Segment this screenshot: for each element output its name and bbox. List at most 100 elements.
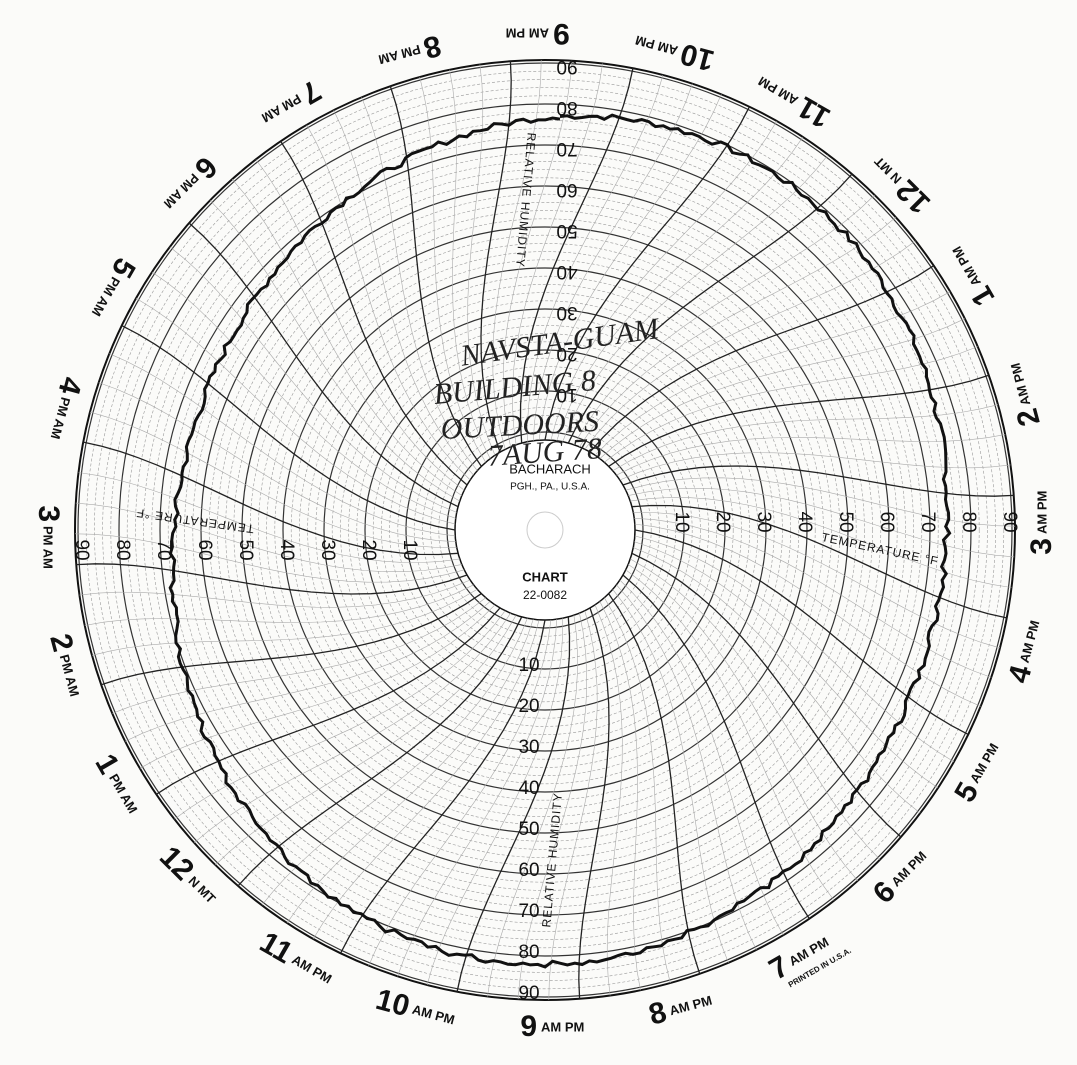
time-line xyxy=(594,291,951,456)
ring xyxy=(340,325,750,735)
time-line xyxy=(578,607,610,999)
ring xyxy=(315,300,775,760)
temperature-label: 40 xyxy=(276,539,297,560)
grid xyxy=(74,59,1016,1001)
time-line xyxy=(280,141,468,486)
time-line xyxy=(608,593,701,974)
ring xyxy=(126,111,964,949)
time-line xyxy=(622,465,1014,497)
ring xyxy=(438,423,652,637)
ring xyxy=(282,267,808,793)
time-line xyxy=(627,564,859,881)
humidity-label: 20 xyxy=(556,343,577,364)
time-line xyxy=(169,246,457,513)
time-line xyxy=(538,94,722,441)
temperature-label: 50 xyxy=(835,511,856,532)
time-line xyxy=(634,529,969,735)
ring xyxy=(446,431,644,629)
temperature-label: 30 xyxy=(317,539,338,560)
ink-trace xyxy=(168,113,952,969)
time-line xyxy=(78,472,460,563)
temperature-label: 90 xyxy=(999,511,1020,532)
temperature-label: 80 xyxy=(958,511,979,532)
time-line xyxy=(340,619,546,954)
ring xyxy=(381,366,709,694)
ring xyxy=(110,95,980,965)
hour-label: 3 PM AM xyxy=(32,505,65,569)
time-line xyxy=(419,76,486,463)
hour-number: 9 xyxy=(520,1010,537,1043)
temperature-label: 80 xyxy=(112,539,133,560)
time-line xyxy=(599,318,965,459)
ring xyxy=(331,316,759,744)
ring xyxy=(348,333,742,727)
ring xyxy=(364,349,726,711)
humidity-label: 80 xyxy=(556,97,577,118)
time-line xyxy=(91,589,478,656)
time-line xyxy=(604,346,978,463)
hour-period: PM AM xyxy=(41,526,56,569)
time-line xyxy=(151,271,456,519)
ring xyxy=(241,226,849,834)
chart-label: CHART xyxy=(522,569,568,584)
ring xyxy=(290,275,800,785)
humidity-label: 90 xyxy=(518,983,539,1004)
time-line xyxy=(527,74,664,442)
time-line xyxy=(584,240,916,450)
temperature-label: 10 xyxy=(671,511,692,532)
ring xyxy=(176,161,914,899)
time-line xyxy=(125,601,491,742)
time-line xyxy=(215,615,517,866)
time-line xyxy=(313,619,540,940)
humidity-label: 40 xyxy=(556,261,577,282)
hour-label: 9 AM PM xyxy=(506,17,570,50)
ring xyxy=(405,390,685,670)
time-line xyxy=(630,558,881,860)
humidity-label: 10 xyxy=(556,384,577,405)
humidity-label: 80 xyxy=(518,942,539,963)
time-line xyxy=(286,619,534,924)
ring xyxy=(85,70,1005,990)
ring xyxy=(430,415,660,645)
time-line xyxy=(622,574,810,919)
humidity-label: 70 xyxy=(556,138,577,159)
time-line xyxy=(188,222,459,508)
ring xyxy=(249,234,841,826)
time-line xyxy=(517,613,587,1000)
temperature-label: 70 xyxy=(153,539,174,560)
ring xyxy=(94,79,996,981)
time-line xyxy=(361,97,478,471)
time-line xyxy=(368,619,552,966)
ring xyxy=(217,202,873,858)
time-line xyxy=(599,601,641,991)
hour-number: 3 xyxy=(32,505,65,522)
time-line xyxy=(628,488,1015,558)
humidity-label: 50 xyxy=(556,220,577,241)
ring xyxy=(233,218,857,842)
humidity-label: 40 xyxy=(518,778,539,799)
time-line xyxy=(231,179,463,496)
time-line xyxy=(634,541,939,789)
time-line xyxy=(261,618,528,906)
temperature-label: 20 xyxy=(712,511,733,532)
time-line xyxy=(556,136,804,441)
time-line xyxy=(562,154,829,442)
time-line xyxy=(548,610,598,1001)
humidity-label: 50 xyxy=(518,819,539,840)
time-line xyxy=(579,216,896,448)
time-line xyxy=(533,83,693,441)
time-line xyxy=(237,616,523,887)
ring xyxy=(200,185,890,875)
ring xyxy=(151,136,939,924)
outer-rim xyxy=(74,59,1016,1001)
hour-label: 9 AM PM xyxy=(520,1010,584,1043)
time-line xyxy=(456,616,571,992)
time-line xyxy=(101,593,482,686)
ring xyxy=(159,144,931,916)
temperature-label: 20 xyxy=(358,539,379,560)
time-line xyxy=(121,325,456,531)
maker: BACHARACH xyxy=(509,461,591,476)
ring xyxy=(323,308,767,752)
time-line xyxy=(608,374,989,467)
hour-label: 3 AM PM xyxy=(1025,491,1058,555)
